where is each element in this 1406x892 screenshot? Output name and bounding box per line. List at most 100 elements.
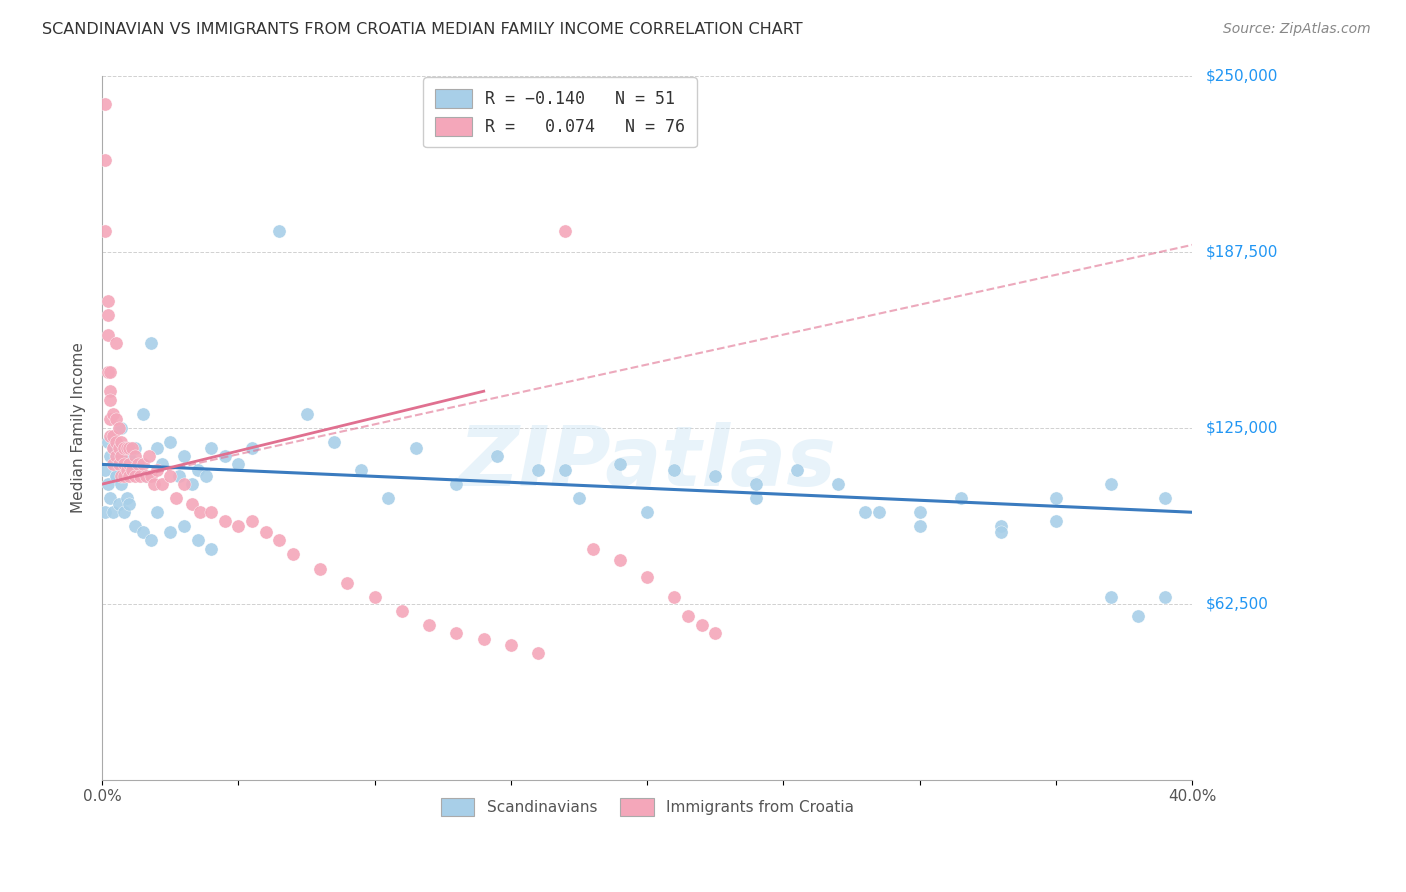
- Point: [281, 548, 304, 562]
- Point: [868, 505, 890, 519]
- Point: [499, 638, 522, 652]
- Point: [127, 458, 149, 472]
- Point: [173, 519, 195, 533]
- Point: [405, 441, 427, 455]
- Point: [167, 468, 190, 483]
- Text: $125,000: $125,000: [1206, 420, 1278, 435]
- Point: [145, 441, 167, 455]
- Text: ZIPatlas: ZIPatlas: [458, 423, 837, 503]
- Point: [100, 449, 122, 463]
- Point: [97, 477, 120, 491]
- Point: [138, 449, 160, 463]
- Point: [165, 491, 187, 505]
- Point: [100, 384, 122, 399]
- Point: [104, 412, 127, 426]
- Point: [676, 609, 699, 624]
- Point: [1154, 491, 1177, 505]
- Point: [181, 497, 204, 511]
- Point: [94, 463, 117, 477]
- Point: [110, 434, 132, 449]
- Point: [173, 449, 195, 463]
- Point: [377, 491, 399, 505]
- Point: [112, 468, 135, 483]
- Point: [115, 441, 138, 455]
- Text: $62,500: $62,500: [1206, 596, 1270, 611]
- Point: [240, 441, 263, 455]
- Point: [446, 477, 468, 491]
- Point: [582, 541, 605, 556]
- Point: [364, 590, 387, 604]
- Point: [254, 524, 277, 539]
- Point: [949, 491, 972, 505]
- Point: [100, 491, 122, 505]
- Point: [112, 505, 135, 519]
- Point: [269, 224, 291, 238]
- Text: SCANDINAVIAN VS IMMIGRANTS FROM CROATIA MEDIAN FAMILY INCOME CORRELATION CHART: SCANDINAVIAN VS IMMIGRANTS FROM CROATIA …: [42, 22, 803, 37]
- Point: [200, 505, 222, 519]
- Point: [472, 632, 495, 646]
- Point: [132, 458, 155, 472]
- Point: [1099, 477, 1122, 491]
- Point: [94, 97, 117, 112]
- Point: [104, 449, 127, 463]
- Point: [115, 491, 138, 505]
- Point: [97, 294, 120, 309]
- Point: [97, 308, 120, 322]
- Point: [527, 646, 550, 660]
- Point: [101, 429, 124, 443]
- Point: [101, 441, 124, 455]
- Point: [104, 468, 127, 483]
- Point: [609, 458, 631, 472]
- Point: [100, 365, 122, 379]
- Point: [124, 441, 146, 455]
- Point: [150, 458, 173, 472]
- Point: [141, 336, 163, 351]
- Point: [118, 468, 141, 483]
- Point: [107, 449, 129, 463]
- Point: [159, 468, 181, 483]
- Point: [664, 463, 686, 477]
- Point: [141, 468, 163, 483]
- Point: [527, 463, 550, 477]
- Text: Source: ZipAtlas.com: Source: ZipAtlas.com: [1223, 22, 1371, 37]
- Point: [181, 477, 204, 491]
- Point: [554, 224, 576, 238]
- Point: [104, 468, 127, 483]
- Point: [636, 570, 658, 584]
- Point: [214, 449, 236, 463]
- Point: [990, 519, 1012, 533]
- Point: [104, 336, 127, 351]
- Point: [636, 505, 658, 519]
- Point: [664, 590, 686, 604]
- Point: [269, 533, 291, 548]
- Point: [121, 441, 143, 455]
- Point: [200, 441, 222, 455]
- Point: [115, 463, 138, 477]
- Point: [145, 505, 167, 519]
- Point: [745, 491, 768, 505]
- Text: $187,500: $187,500: [1206, 244, 1278, 260]
- Point: [132, 524, 155, 539]
- Point: [112, 458, 135, 472]
- Point: [101, 407, 124, 421]
- Point: [110, 421, 132, 435]
- Point: [112, 458, 135, 472]
- Point: [295, 407, 318, 421]
- Point: [112, 441, 135, 455]
- Point: [127, 458, 149, 472]
- Point: [322, 434, 344, 449]
- Point: [908, 519, 931, 533]
- Point: [101, 441, 124, 455]
- Point: [990, 524, 1012, 539]
- Point: [690, 617, 713, 632]
- Point: [97, 327, 120, 342]
- Point: [143, 477, 166, 491]
- Point: [187, 463, 209, 477]
- Point: [554, 463, 576, 477]
- Point: [908, 505, 931, 519]
- Point: [1099, 590, 1122, 604]
- Point: [110, 477, 132, 491]
- Point: [129, 468, 152, 483]
- Point: [107, 441, 129, 455]
- Point: [1154, 590, 1177, 604]
